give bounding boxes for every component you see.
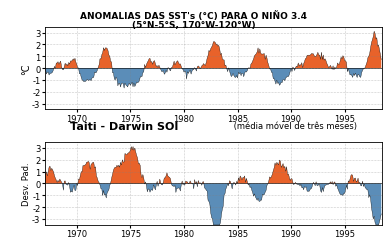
Text: ANOMALIAS DAS SST's (°C) PARA O NIÑO 3.4: ANOMALIAS DAS SST's (°C) PARA O NIÑO 3.4: [80, 11, 308, 21]
Y-axis label: Desv. Pad.: Desv. Pad.: [22, 162, 31, 206]
Text: (média móvel de três meses): (média móvel de três meses): [231, 122, 357, 131]
Y-axis label: °C: °C: [21, 63, 31, 74]
Text: Taiti - Darwin SOI: Taiti - Darwin SOI: [70, 121, 178, 131]
Text: (5°N-5°S, 170°W-120°W): (5°N-5°S, 170°W-120°W): [132, 21, 256, 30]
